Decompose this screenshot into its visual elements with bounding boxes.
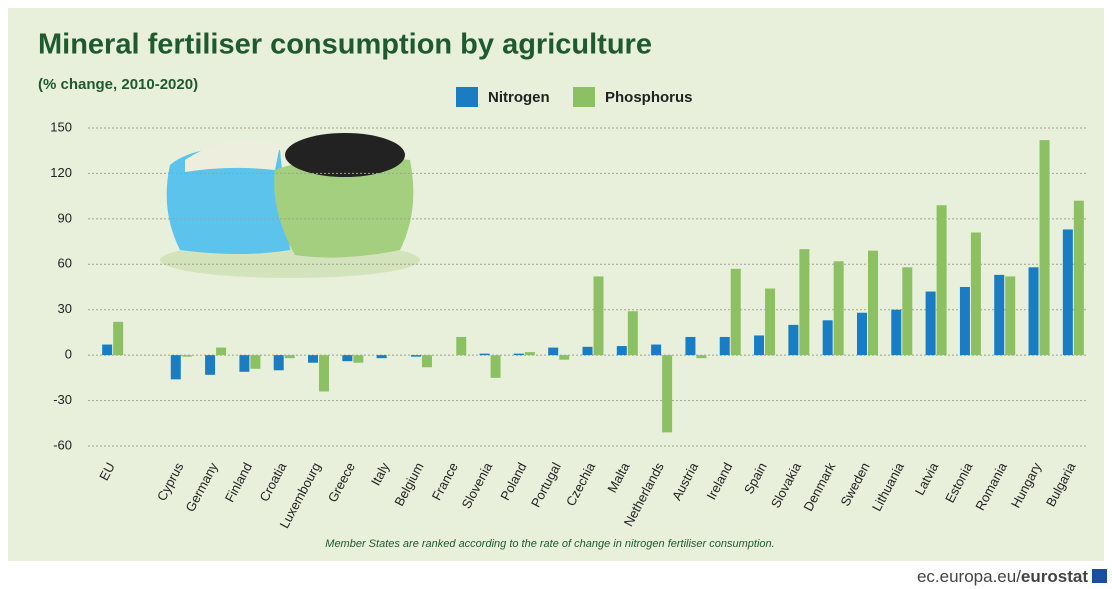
bar [765, 288, 776, 356]
bar [421, 355, 432, 368]
bar [319, 355, 330, 392]
bar [250, 355, 261, 369]
bar [410, 355, 421, 357]
bar [685, 336, 696, 356]
bar [719, 336, 730, 356]
bar [170, 355, 181, 380]
bar [216, 347, 227, 356]
y-tick-label: -60 [53, 437, 72, 452]
bar [342, 355, 353, 362]
bar [102, 344, 113, 356]
bar [891, 309, 902, 356]
bar [936, 205, 947, 356]
bar [754, 335, 765, 356]
bar [902, 267, 913, 356]
chart-subtitle: (% change, 2010-2020) [38, 76, 198, 93]
bar [867, 250, 878, 356]
bar [994, 274, 1005, 356]
chart-title: Mineral fertiliser consumption by agricu… [38, 29, 652, 61]
bar [239, 355, 250, 372]
bar [788, 324, 799, 356]
bar [479, 353, 490, 356]
bar [113, 321, 124, 356]
legend-label: Phosphorus [605, 89, 693, 106]
bar [696, 355, 707, 359]
illustration [160, 133, 420, 278]
bar [662, 355, 673, 433]
bar [627, 311, 638, 356]
bar [833, 261, 844, 356]
bar [284, 355, 295, 359]
bar [1039, 140, 1050, 356]
bar [524, 352, 535, 356]
bar [181, 355, 192, 357]
y-tick-label: 120 [50, 165, 72, 180]
bar [205, 355, 216, 375]
bar [1028, 267, 1039, 356]
background [8, 8, 1104, 561]
bar [856, 312, 867, 356]
legend-swatch [573, 87, 595, 107]
source-domain: ec.europa.eu/ [917, 567, 1021, 586]
bar [1062, 229, 1073, 356]
source-brand: eurostat [1021, 567, 1088, 586]
bar [730, 268, 741, 356]
bar [548, 347, 559, 356]
bar [559, 355, 570, 360]
bar [273, 355, 284, 371]
bar [651, 344, 662, 356]
legend-swatch [456, 87, 478, 107]
y-tick-label: 60 [58, 256, 72, 271]
bar [799, 249, 810, 356]
y-tick-label: -30 [53, 392, 72, 407]
y-tick-label: 150 [50, 119, 72, 134]
bar [582, 346, 593, 356]
bar [925, 291, 936, 356]
bar [616, 346, 627, 356]
bar [456, 336, 467, 356]
bar [353, 355, 364, 363]
bar [1005, 276, 1016, 356]
bar [308, 355, 319, 363]
source: ec.europa.eu/eurostat [917, 567, 1088, 586]
legend-label: Nitrogen [488, 89, 550, 106]
bar [822, 320, 833, 356]
y-tick-label: 0 [65, 347, 72, 362]
note: Member States are ranked according to th… [325, 538, 774, 550]
bar [513, 353, 524, 356]
bar [376, 355, 387, 359]
eu-flag [1092, 569, 1107, 583]
bar [970, 232, 981, 356]
bar [593, 276, 604, 356]
y-tick-label: 30 [58, 301, 72, 316]
bar [1073, 200, 1084, 356]
x-tick-label: EU [96, 460, 118, 483]
bar [959, 287, 970, 356]
y-tick-label: 90 [58, 210, 72, 225]
bar [490, 355, 501, 378]
